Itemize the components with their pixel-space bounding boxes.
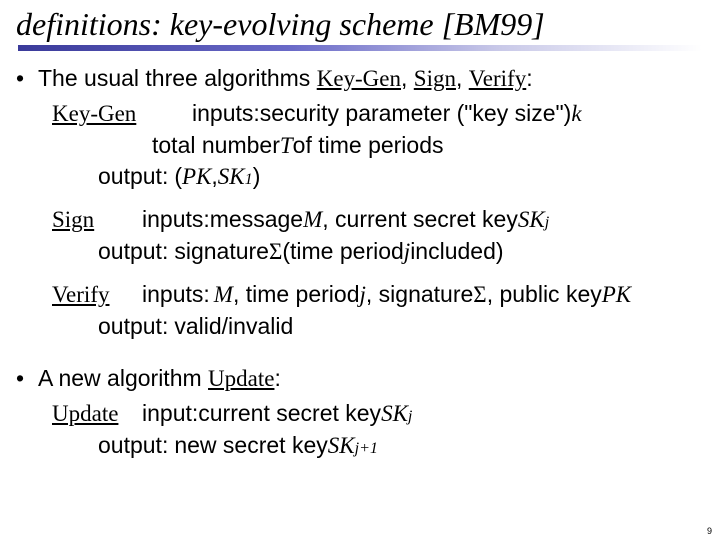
open: (	[174, 161, 182, 191]
update-block: Update input: current secret key SKj out…	[52, 398, 704, 461]
update-outsk: SK	[328, 431, 355, 461]
inputs-label: inputs:	[142, 279, 210, 309]
input-label: input:	[142, 398, 198, 428]
bullet1-prefix: The usual three algorithms	[38, 65, 317, 91]
sign-name: Sign	[52, 205, 142, 235]
sign-sk: SK	[518, 205, 545, 235]
bullet2-prefix: A new algorithm	[38, 365, 208, 391]
keygen-line3: output: (PK, SK1)	[52, 161, 704, 192]
bullet-1: • The usual three algorithms Key-Gen, Si…	[16, 63, 704, 94]
output-label: output:	[98, 430, 168, 460]
sign-sub: j	[545, 212, 549, 233]
update-line1: Update input: current secret key SKj	[52, 398, 704, 429]
sign-outb: (time period	[282, 236, 403, 266]
bullet-1-body: The usual three algorithms Key-Gen, Sign…	[38, 63, 704, 94]
verify-M: M	[214, 280, 233, 310]
spacer	[16, 192, 704, 202]
sep: ,	[401, 65, 414, 91]
sign-line2: output: signature Σ (time period j inclu…	[52, 236, 704, 267]
bullet-2-body: A new algorithm Update:	[38, 363, 704, 394]
verify-line2: output: valid/invalid	[52, 311, 704, 341]
sign-ina: message	[210, 204, 303, 234]
algo-sign: Sign	[414, 66, 456, 91]
verify-pk: PK	[602, 280, 631, 310]
algo-verify: Verify	[469, 66, 526, 91]
keygen-name: Key-Gen	[52, 99, 192, 129]
sign-line1: Sign inputs: message M, current secret k…	[52, 204, 704, 235]
sign-inb: , current secret key	[322, 204, 518, 234]
keygen-in2a: total number	[152, 130, 280, 160]
keygen-in2b: of time periods	[293, 130, 444, 160]
keygen-block: Key-Gen inputs: security parameter ("key…	[52, 98, 704, 192]
output-label: output:	[98, 161, 168, 191]
update-ina: current secret key	[198, 398, 381, 428]
bullet-dot: •	[16, 363, 38, 393]
verify-line1: Verify inputs: M, time period j, signatu…	[52, 279, 704, 310]
title-bar: definitions: key-evolving scheme [BM99]	[0, 0, 720, 51]
close: )	[253, 161, 261, 191]
verify-ina: , time period	[233, 279, 360, 309]
sign-outc: included)	[410, 236, 503, 266]
sk: SK	[218, 162, 245, 192]
algo-update: Update	[208, 366, 274, 391]
keygen-in1a: security parameter ("key size")	[260, 98, 572, 128]
pk: PK	[182, 162, 211, 192]
sigma: Σ	[473, 280, 486, 310]
update-outa: new secret key	[174, 430, 327, 460]
output-label: output:	[98, 236, 168, 266]
verify-inb: , signature	[366, 279, 473, 309]
keygen-line2: total number T of time periods	[52, 130, 704, 161]
keygen-T: T	[280, 131, 293, 161]
sk-sub: 1	[245, 169, 253, 190]
update-sub: j	[408, 406, 412, 427]
bullet-dot: •	[16, 63, 38, 93]
verify-inc: , public key	[487, 279, 602, 309]
sep: ,	[456, 65, 469, 91]
sigma: Σ	[269, 237, 282, 267]
algo-keygen: Key-Gen	[317, 66, 401, 91]
spacer	[16, 267, 704, 277]
update-sk: SK	[381, 399, 408, 429]
update-name: Update	[52, 399, 142, 429]
page-number: 9	[707, 526, 712, 536]
sign-block: Sign inputs: message M, current secret k…	[52, 204, 704, 267]
verify-name: Verify	[52, 280, 142, 310]
colon: :	[274, 365, 280, 391]
title-main: definitions: key-evolving scheme	[16, 6, 442, 42]
keygen-line1: Key-Gen inputs: security parameter ("key…	[52, 98, 704, 129]
slide-body: • The usual three algorithms Key-Gen, Si…	[0, 51, 720, 461]
inputs-label: inputs:	[192, 98, 260, 128]
update-line2: output: new secret key SKj+1	[52, 430, 704, 461]
spacer	[16, 341, 704, 359]
bullet-2: • A new algorithm Update:	[16, 363, 704, 394]
colon: :	[526, 65, 532, 91]
output-label: output:	[98, 311, 168, 341]
inputs-label: inputs:	[142, 204, 210, 234]
sign-outa: signature	[174, 236, 269, 266]
update-outsub: j+1	[355, 438, 378, 459]
slide-title: definitions: key-evolving scheme [BM99]	[16, 6, 704, 43]
title-ref: [BM99]	[442, 6, 545, 42]
verify-outa: valid/invalid	[174, 311, 293, 341]
sign-M: M	[303, 205, 322, 235]
keygen-k: k	[571, 99, 581, 129]
verify-block: Verify inputs: M, time period j, signatu…	[52, 279, 704, 341]
